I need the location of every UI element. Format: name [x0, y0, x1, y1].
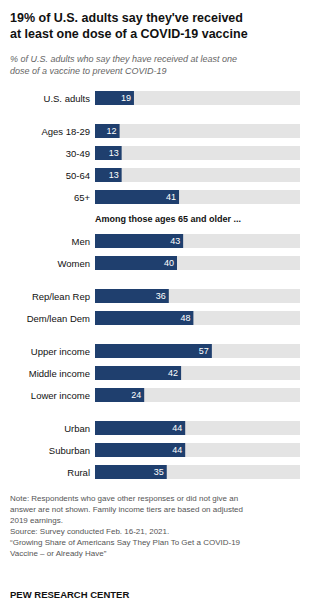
bar — [95, 344, 212, 358]
bar — [95, 256, 177, 270]
subtitle-line: dose of a vaccine to prevent COVID-19 — [10, 66, 167, 76]
bar — [95, 234, 183, 248]
category-label: Lower income — [31, 390, 90, 401]
title-line: 19% of U.S. adults say they've received — [10, 11, 243, 25]
bar — [95, 388, 144, 402]
bar — [95, 146, 122, 160]
bar — [95, 168, 122, 182]
bar-track — [95, 289, 300, 303]
category-label: Women — [57, 258, 90, 269]
bar — [95, 311, 193, 325]
bar — [95, 421, 185, 435]
bar — [95, 465, 167, 479]
subtitle-line: % of U.S. adults who say they have recei… — [10, 54, 237, 64]
category-label: Rural — [67, 467, 90, 478]
bar-track — [95, 256, 300, 270]
data-label: 24 — [131, 390, 141, 400]
bar — [95, 366, 181, 380]
bar-track — [95, 124, 300, 138]
annotation: Among those ages 65 and older ... — [95, 214, 241, 224]
bar-track — [95, 421, 300, 435]
category-label: Urban — [64, 423, 90, 434]
bar — [95, 190, 179, 204]
note: 2019 earnings. — [10, 516, 63, 525]
title-line: at least one dose of a COVID-19 vaccine — [10, 27, 248, 41]
bar-tracks — [95, 91, 300, 479]
data-label: 12 — [107, 126, 117, 136]
labels: 19 U.S. adults 12 Ages 18-29 13 30-49 13 50-64 4… — [27, 93, 209, 478]
note: Note: Respondents who gave other respons… — [10, 494, 238, 503]
bar — [95, 289, 169, 303]
bar-track — [95, 234, 300, 248]
note: “Growing Share of Americans Say They Pla… — [10, 538, 241, 547]
data-label: 48 — [180, 313, 190, 323]
category-label: U.S. adults — [44, 93, 91, 104]
data-label: 43 — [170, 236, 180, 246]
bar — [95, 443, 185, 457]
bar-track — [95, 344, 300, 358]
note: Source: Survey conducted Feb. 16-21, 202… — [10, 527, 169, 536]
category-label: Rep/lean Rep — [32, 291, 90, 302]
bar-track — [95, 465, 300, 479]
data-label: 44 — [172, 445, 182, 455]
bar-track — [95, 168, 300, 182]
data-label: 35 — [154, 467, 164, 477]
category-label: 50-64 — [66, 170, 90, 181]
chart: 19% of U.S. adults say they've received a… — [0, 0, 310, 610]
category-label: Men — [72, 236, 90, 247]
data-label: 19 — [121, 93, 131, 103]
data-label: 41 — [166, 192, 176, 202]
bar — [95, 91, 134, 105]
category-label: Upper income — [31, 346, 90, 357]
category-label: Ages 18-29 — [41, 126, 90, 137]
data-label: 36 — [156, 291, 166, 301]
bar-track — [95, 146, 300, 160]
data-label: 42 — [168, 368, 178, 378]
data-label: 44 — [172, 423, 182, 433]
bar-track — [95, 311, 300, 325]
bar-track — [95, 388, 300, 402]
footer: PEW RESEARCH CENTER — [10, 589, 129, 600]
bar — [95, 124, 120, 138]
title: 19% of U.S. adults say they've received a… — [10, 11, 248, 41]
bar-track — [95, 443, 300, 457]
subtitle: % of U.S. adults who say they have recei… — [10, 54, 237, 76]
note: answer are not shown. Family income tier… — [10, 505, 243, 514]
category-label: 65+ — [74, 192, 91, 203]
bar-track — [95, 190, 300, 204]
bar-track — [95, 91, 300, 105]
data-label: 40 — [164, 258, 174, 268]
data-label: 13 — [109, 148, 119, 158]
category-label: Suburban — [49, 445, 90, 456]
data-label: 57 — [199, 346, 209, 356]
category-label: Dem/lean Dem — [27, 313, 90, 324]
bars — [95, 91, 212, 479]
category-label: Middle income — [29, 368, 90, 379]
data-label: 13 — [109, 170, 119, 180]
bar-track — [95, 366, 300, 380]
category-label: 30-49 — [66, 148, 90, 159]
note: Vaccine – or Already Have” — [10, 549, 107, 558]
